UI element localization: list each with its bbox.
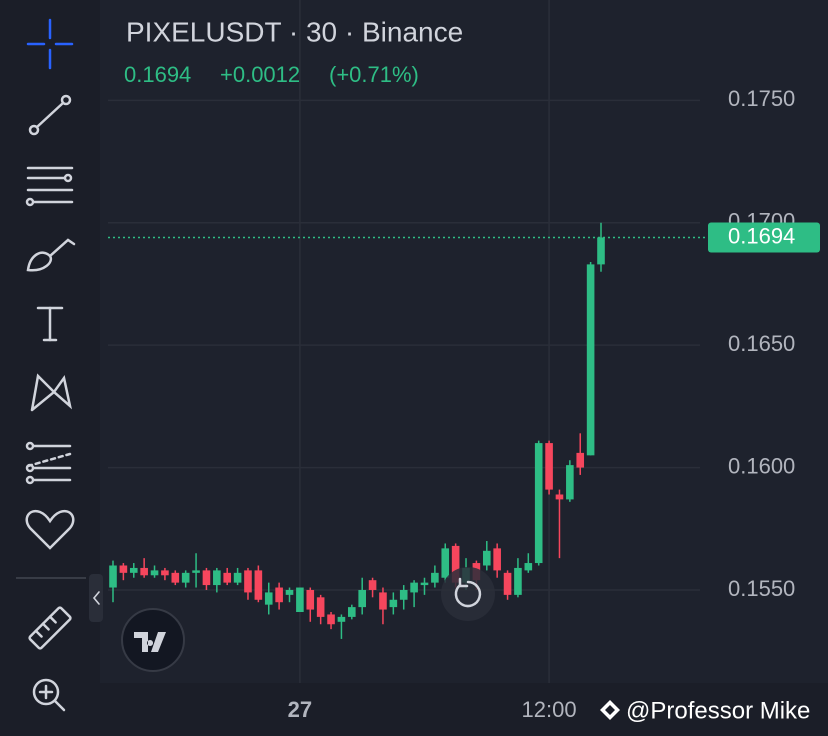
text-tool[interactable] <box>36 306 64 342</box>
candle-body <box>524 563 533 571</box>
candle-body <box>150 570 159 576</box>
reset-button[interactable] <box>441 567 495 621</box>
candle-body <box>129 567 138 573</box>
candle-body <box>181 572 190 583</box>
candle-body <box>337 616 346 622</box>
watermark-text: @Professor Mike <box>626 697 810 724</box>
y-tick-label: 0.1750 <box>728 86 795 111</box>
candle-body <box>202 570 211 586</box>
time-axis <box>100 683 828 736</box>
x-tick-label: 27 <box>288 697 312 722</box>
brush-tool[interactable] <box>26 238 76 272</box>
header-change: +0.0012 <box>220 62 300 87</box>
symbol-title: PIXELUSDT · 30 · Binance <box>126 16 463 47</box>
candle-body <box>161 570 169 576</box>
candle-body <box>223 572 232 583</box>
candle-body <box>233 572 242 583</box>
candle-body <box>264 592 273 605</box>
candle-body <box>389 599 398 608</box>
watermark: @Professor Mike <box>600 697 810 724</box>
candle-body <box>192 570 200 573</box>
candle-body <box>244 570 252 593</box>
candle-body <box>399 589 408 600</box>
candle-body <box>358 589 366 608</box>
candle-body <box>379 592 387 610</box>
candle-body <box>348 607 356 617</box>
toolbar-icons <box>16 18 103 712</box>
candle-body <box>431 572 439 583</box>
favorites-tool[interactable] <box>25 509 75 550</box>
last-price-label: 0.1694 <box>728 223 795 248</box>
candle-body <box>296 587 304 613</box>
candle-body <box>171 572 180 583</box>
header-change-pct: (+0.71%) <box>329 62 419 87</box>
candle-body <box>482 550 491 566</box>
candle-body <box>441 548 450 578</box>
candle-body <box>368 580 377 590</box>
fib-tool[interactable] <box>25 166 74 207</box>
y-tick-label: 0.1600 <box>728 453 795 478</box>
candle-body <box>451 545 460 583</box>
candle-body <box>410 582 418 593</box>
last-price-box <box>708 222 820 253</box>
candle-body <box>213 570 221 586</box>
tradingview-logo <box>121 608 185 672</box>
candle-body <box>566 465 574 500</box>
pattern-tool[interactable] <box>30 373 73 412</box>
y-tick-label: 0.1650 <box>728 331 795 356</box>
candle-body <box>316 597 325 617</box>
line-tool[interactable] <box>28 94 72 136</box>
candle-body <box>576 452 585 468</box>
candle-body <box>119 565 128 573</box>
zoom-tool[interactable] <box>32 678 66 712</box>
candle-body <box>285 589 294 595</box>
candle-body <box>586 264 595 456</box>
candle-body <box>514 567 522 595</box>
plot <box>108 0 708 683</box>
candle-body <box>493 548 501 571</box>
candle-body <box>327 614 335 625</box>
candle-body <box>555 494 564 500</box>
candle-body <box>306 589 315 610</box>
candle-body <box>545 443 553 490</box>
candle-body <box>140 567 148 576</box>
crosshair-tool[interactable] <box>26 18 74 70</box>
ruler-tool[interactable] <box>28 606 72 650</box>
x-tick-label: 12:00 <box>522 697 577 722</box>
candle-body <box>597 237 605 265</box>
candle-body <box>109 565 117 588</box>
candle-body <box>503 572 512 595</box>
candle-body <box>534 443 543 564</box>
toolbar <box>0 0 100 736</box>
header-price: 0.1694 <box>124 62 191 87</box>
candle-body <box>254 570 263 600</box>
candle-body <box>420 582 429 586</box>
prediction-tool[interactable] <box>25 441 72 485</box>
candle-body <box>275 587 283 603</box>
y-tick-label: 0.1550 <box>728 576 795 601</box>
collapse-toggle[interactable] <box>89 574 103 622</box>
